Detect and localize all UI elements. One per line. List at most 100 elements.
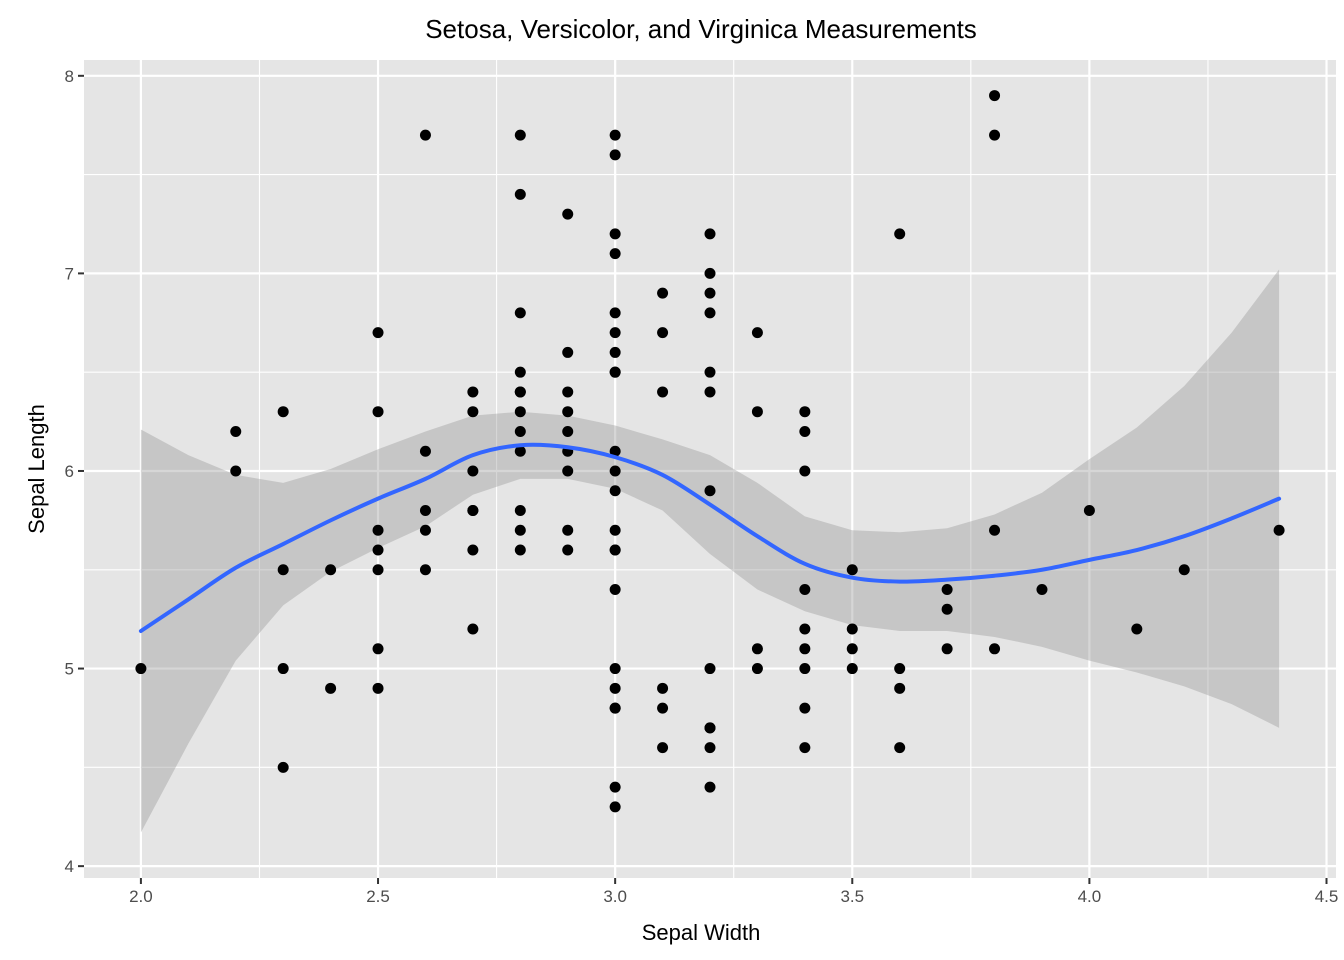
- data-point: [609, 584, 621, 596]
- data-point: [277, 663, 289, 675]
- data-point: [799, 425, 811, 437]
- y-tick-label: 7: [65, 264, 74, 283]
- data-point: [277, 564, 289, 576]
- data-point: [562, 524, 574, 536]
- data-point: [846, 564, 858, 576]
- data-point: [514, 188, 526, 200]
- data-point: [467, 386, 479, 398]
- data-point: [1083, 504, 1095, 516]
- data-point: [704, 781, 716, 793]
- data-point: [799, 643, 811, 655]
- smooth-line-group: [138, 442, 1282, 634]
- data-point: [419, 524, 431, 536]
- data-point: [372, 327, 384, 339]
- data-point: [419, 445, 431, 457]
- data-point: [562, 386, 574, 398]
- data-point: [989, 643, 1001, 655]
- data-point: [372, 544, 384, 556]
- data-point: [562, 346, 574, 358]
- data-point: [751, 406, 763, 418]
- data-point: [135, 663, 147, 675]
- data-point: [277, 406, 289, 418]
- data-point: [609, 366, 621, 378]
- x-axis-title: Sepal Width: [642, 920, 761, 945]
- data-point: [514, 524, 526, 536]
- data-point: [941, 603, 953, 615]
- data-point: [230, 425, 242, 437]
- data-point: [1036, 584, 1048, 596]
- data-point: [419, 504, 431, 516]
- data-points: [135, 90, 1285, 813]
- data-point: [325, 682, 337, 694]
- data-point: [562, 425, 574, 437]
- data-point: [514, 386, 526, 398]
- data-point: [514, 425, 526, 437]
- data-point: [846, 643, 858, 655]
- x-tick-label: 2.0: [129, 887, 153, 906]
- confidence-band: [140, 269, 1280, 833]
- data-point: [846, 623, 858, 635]
- data-point: [609, 307, 621, 319]
- data-point: [941, 584, 953, 596]
- data-point: [609, 801, 621, 813]
- data-point: [657, 327, 669, 339]
- data-point: [704, 228, 716, 240]
- data-point: [609, 663, 621, 675]
- data-point: [989, 90, 1001, 102]
- data-point: [1273, 524, 1285, 536]
- data-point: [799, 465, 811, 477]
- data-point: [657, 682, 669, 694]
- data-point: [941, 643, 953, 655]
- data-point: [372, 564, 384, 576]
- data-point: [751, 327, 763, 339]
- data-point: [514, 129, 526, 141]
- data-point: [609, 524, 621, 536]
- data-point: [514, 544, 526, 556]
- y-tick-label: 8: [65, 67, 74, 86]
- y-tick-label: 4: [65, 857, 74, 876]
- data-point: [325, 564, 337, 576]
- data-point: [514, 366, 526, 378]
- major-gridlines: [84, 60, 1336, 878]
- data-point: [846, 663, 858, 675]
- data-point: [372, 406, 384, 418]
- x-tick-label: 2.5: [366, 887, 390, 906]
- data-point: [657, 742, 669, 754]
- chart-title: Setosa, Versicolor, and Virginica Measur…: [425, 14, 977, 44]
- data-point: [609, 228, 621, 240]
- data-point: [704, 722, 716, 734]
- plot-panel: [84, 60, 1336, 878]
- data-point: [514, 445, 526, 457]
- data-point: [467, 544, 479, 556]
- smooth-line: [138, 442, 1282, 634]
- data-point: [704, 485, 716, 497]
- data-point: [657, 702, 669, 714]
- data-point: [657, 287, 669, 299]
- data-point: [467, 465, 479, 477]
- data-point: [704, 287, 716, 299]
- data-point: [609, 248, 621, 260]
- data-point: [751, 663, 763, 675]
- data-point: [562, 544, 574, 556]
- data-point: [514, 307, 526, 319]
- confidence-band-area: [140, 269, 1280, 833]
- data-point: [372, 682, 384, 694]
- data-point: [1131, 623, 1143, 635]
- data-point: [609, 327, 621, 339]
- data-point: [609, 682, 621, 694]
- data-point: [704, 307, 716, 319]
- data-point: [799, 742, 811, 754]
- data-point: [894, 663, 906, 675]
- data-point: [894, 742, 906, 754]
- data-point: [894, 682, 906, 694]
- data-point: [609, 544, 621, 556]
- data-point: [609, 445, 621, 457]
- data-point: [514, 504, 526, 516]
- y-axis-title: Sepal Length: [24, 404, 49, 534]
- data-point: [799, 406, 811, 418]
- data-point: [419, 564, 431, 576]
- data-point: [562, 208, 574, 220]
- minor-gridlines: [84, 60, 1336, 878]
- data-point: [704, 663, 716, 675]
- data-point: [704, 366, 716, 378]
